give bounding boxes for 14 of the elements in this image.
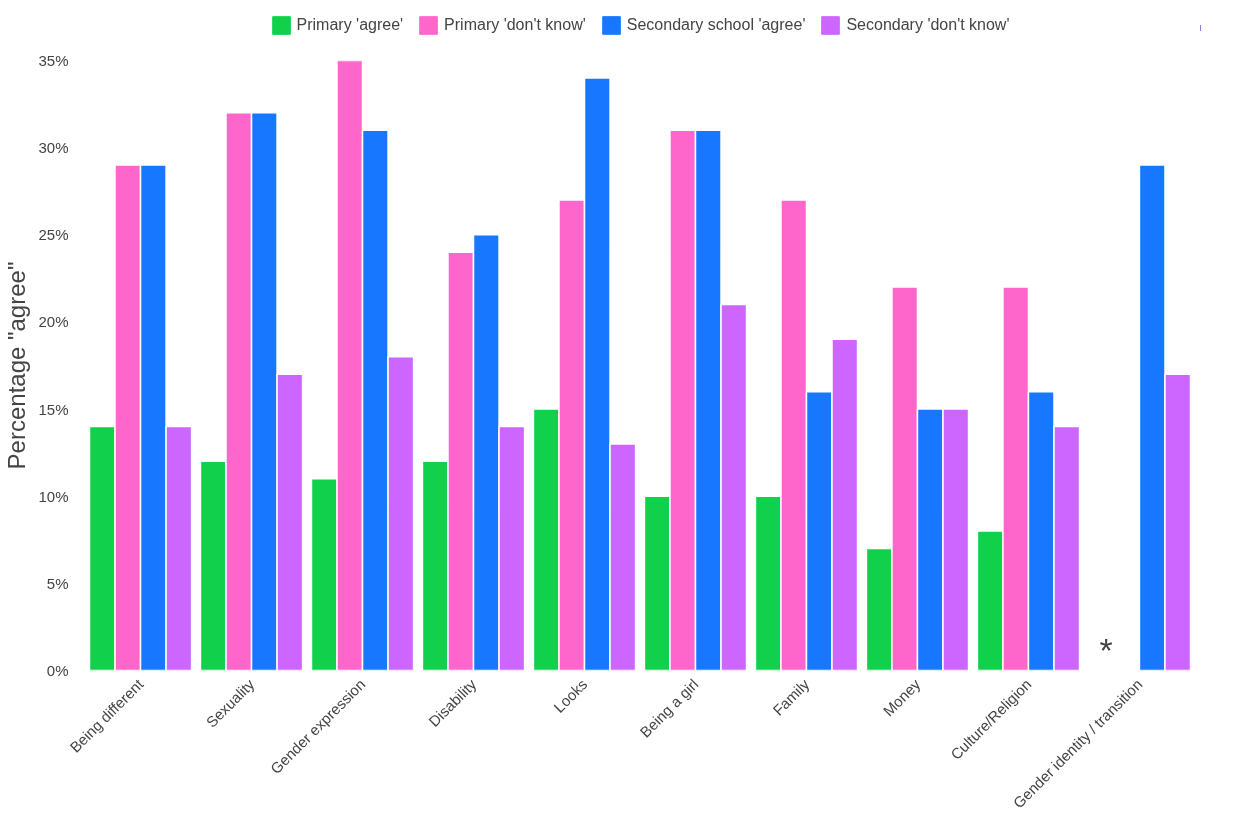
y-tick-label: 0%: [46, 662, 69, 679]
legend-label: Primary 'agree': [296, 16, 404, 34]
y-tick-label: 20%: [38, 313, 69, 331]
legend-label: Secondary 'don't know': [846, 16, 1010, 34]
y-tick-label: 25%: [38, 226, 69, 244]
y-tick-label: 10%: [38, 487, 69, 505]
legend-label: Primary 'don't know': [444, 16, 586, 34]
y-tick-label: 30%: [38, 139, 69, 157]
y-tick-label: 15%: [38, 400, 69, 418]
annotation: *: [1099, 630, 1113, 669]
y-tick-label: 5%: [46, 574, 69, 592]
y-tick-label: 35%: [38, 52, 69, 69]
y-axis-title: Percentage "agree": [3, 261, 31, 470]
legend-label: Secondary school 'agree': [626, 16, 806, 34]
